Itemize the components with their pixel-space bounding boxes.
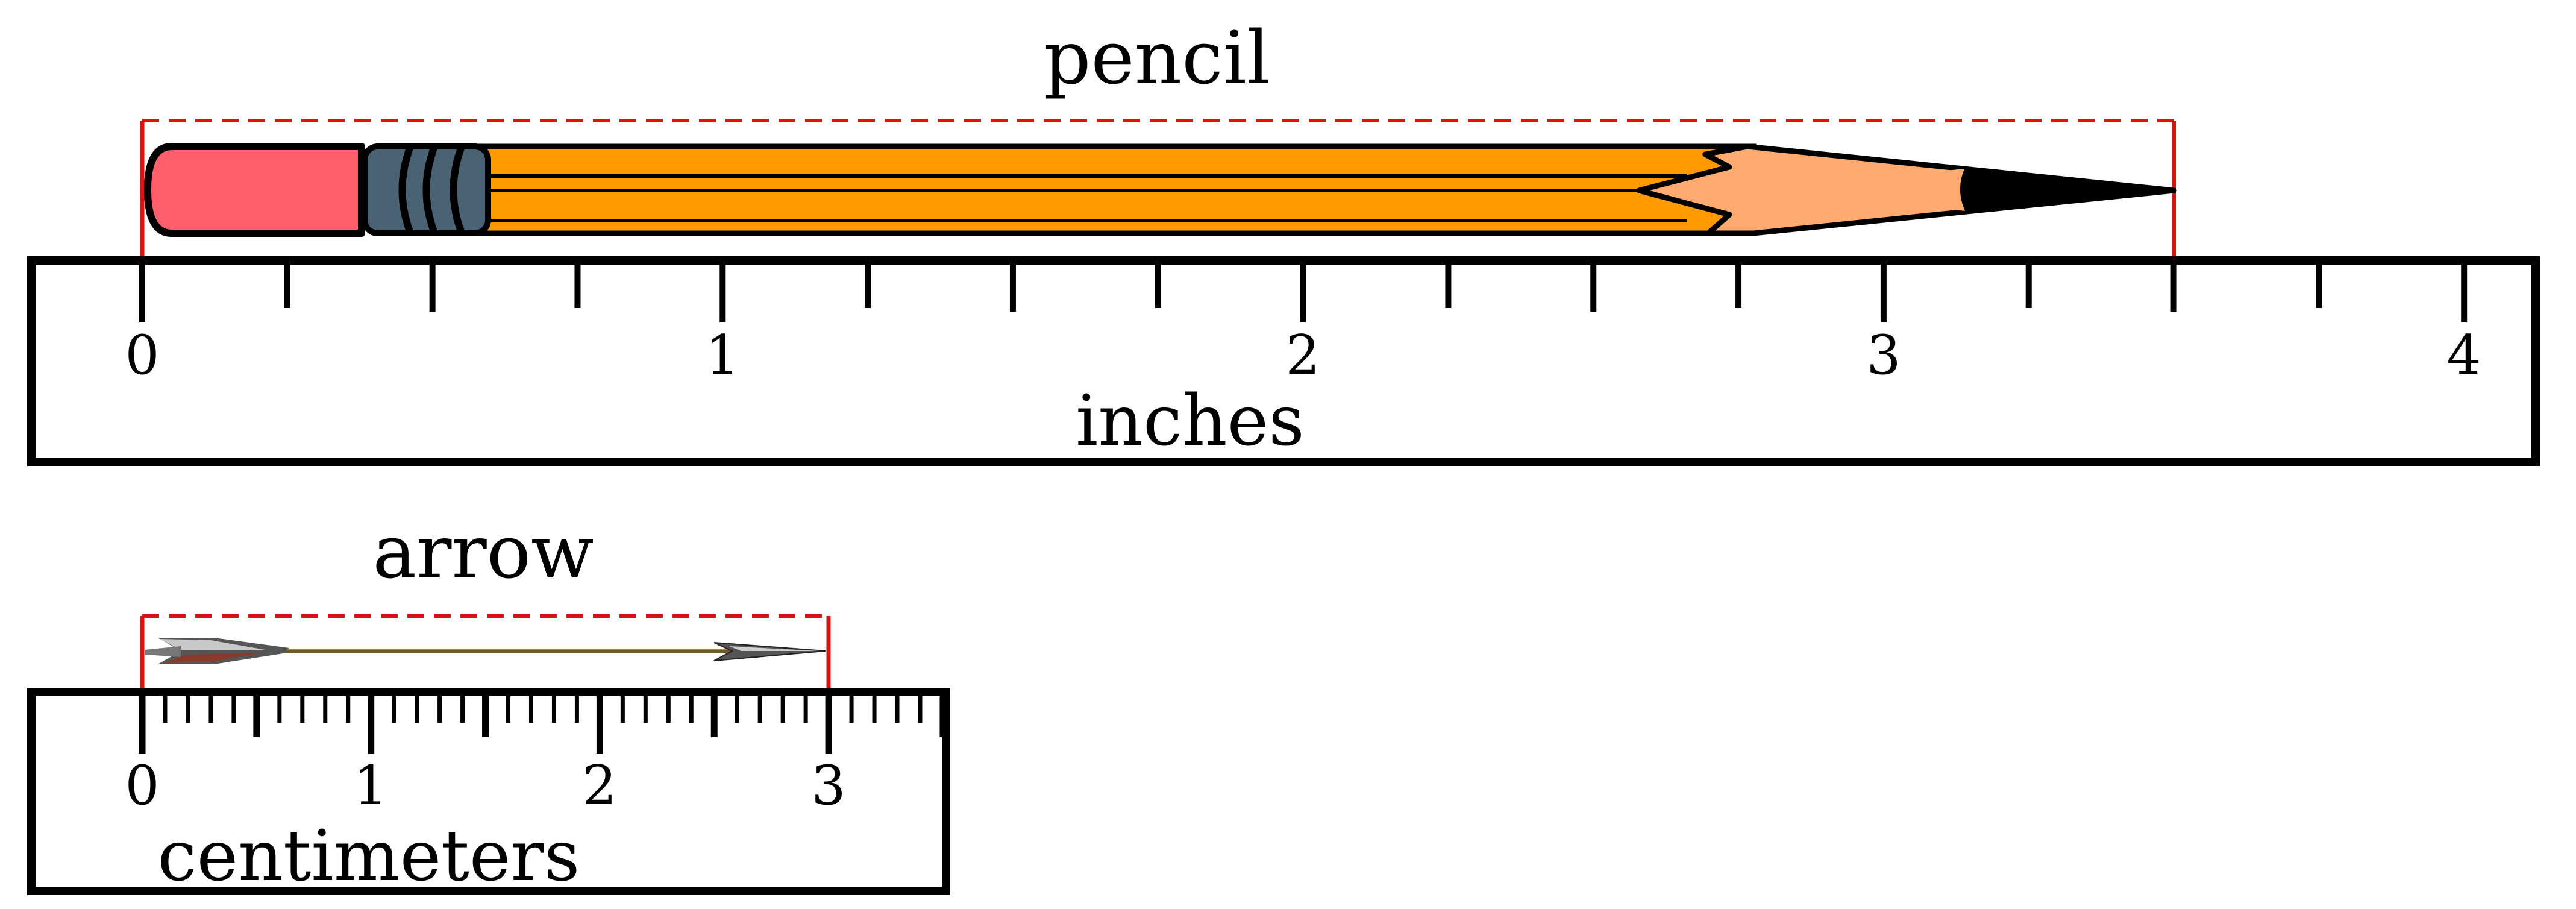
inches-tick-label: 2 [1285, 324, 1320, 387]
centimeters-tick-label: 1 [353, 754, 387, 817]
pencil-section: pencil [27, 15, 2540, 466]
inches-tick-label: 0 [125, 324, 159, 387]
inches-tick-label: 4 [2446, 324, 2481, 387]
arrow-icon [145, 638, 826, 664]
inches-tick-label: 1 [705, 324, 739, 387]
inches-ticks [139, 265, 2468, 322]
pencil-title: pencil [1044, 15, 1270, 101]
centimeters-tick-label: 0 [125, 754, 159, 817]
inches-tick-label: 3 [1866, 324, 1901, 387]
arrow-bracket [140, 614, 831, 693]
inches-unit-label: inches [1076, 380, 1305, 462]
arrow-title: arrow [372, 509, 594, 595]
inches-ruler-body [27, 256, 2540, 466]
centimeters-tick-label: 3 [811, 754, 845, 817]
centimeters-unit-label: centimeters [158, 816, 580, 897]
centimeters-tick-label: 2 [582, 754, 616, 817]
centimeters-ticks [139, 696, 947, 754]
centimeters-ruler: centimeters 0 1 2 3 [27, 688, 950, 897]
inches-ruler: inches 0 1 2 3 4 [27, 256, 2540, 466]
pencil-icon [144, 143, 2177, 237]
arrow-section: arrow centimeters 0 1 [27, 509, 950, 897]
